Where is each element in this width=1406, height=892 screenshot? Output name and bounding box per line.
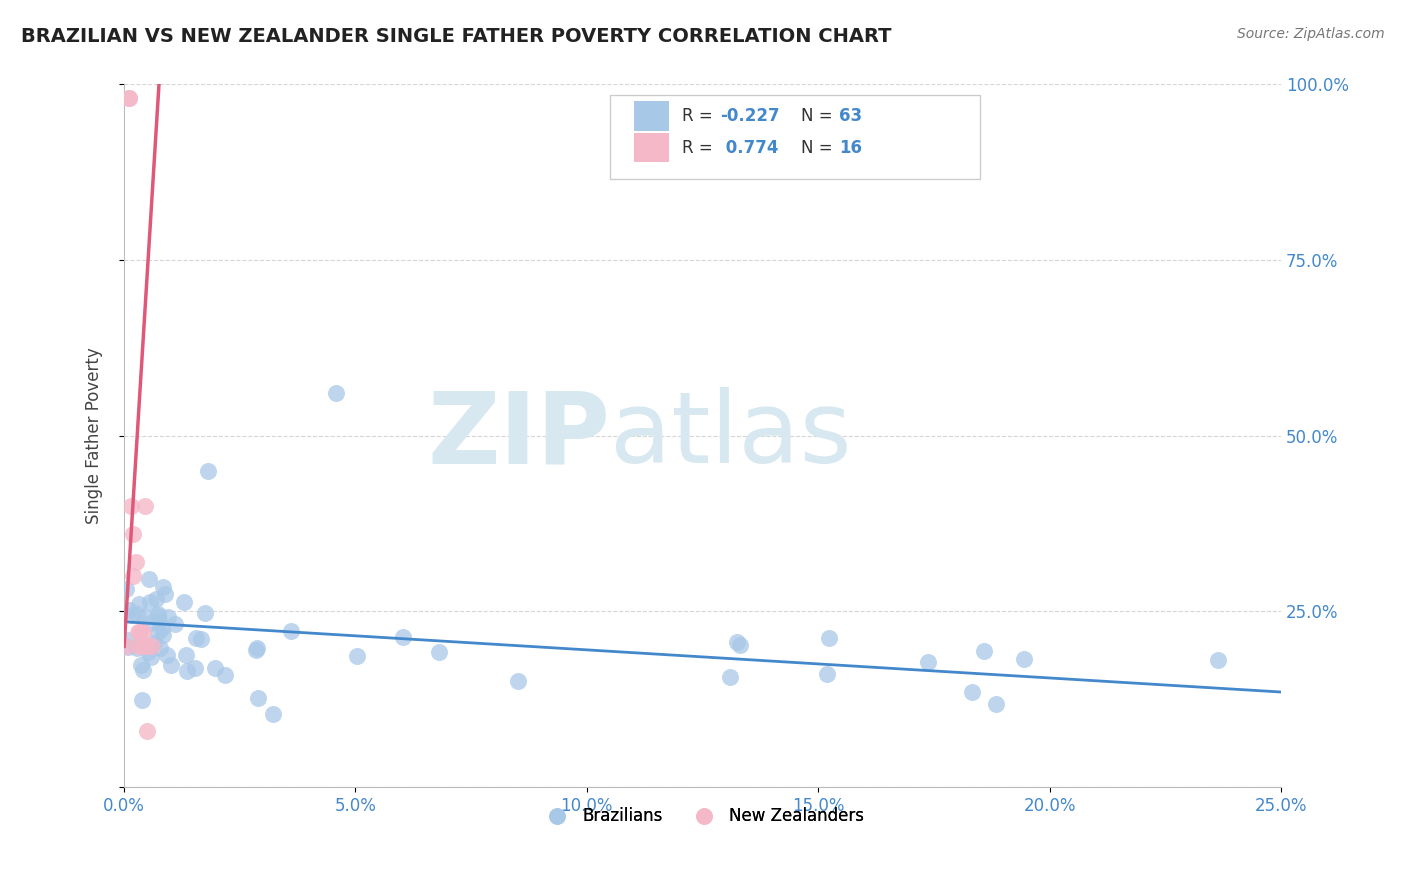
Point [184, 631, 207, 645]
Point [131, 693, 153, 707]
Text: atlas: atlas [610, 387, 852, 484]
Point [197, 464, 219, 478]
Point [132, 663, 155, 677]
Point [136, 645, 159, 659]
Point [138, 573, 160, 587]
Point [183, 661, 205, 675]
Point [150, 621, 173, 635]
Point [160, 658, 183, 673]
Point [157, 610, 180, 624]
Point [142, 636, 165, 650]
Point [817, 631, 839, 645]
Point [134, 499, 156, 513]
Point [149, 640, 172, 655]
Text: 63: 63 [839, 107, 862, 125]
Text: N =: N = [801, 138, 838, 157]
Point [120, 499, 142, 513]
Point [131, 657, 153, 672]
Point [204, 661, 226, 675]
Y-axis label: Single Father Poverty: Single Father Poverty [86, 347, 103, 524]
Text: 0.774: 0.774 [720, 138, 779, 157]
Point [146, 624, 169, 639]
Point [118, 91, 141, 105]
Point [246, 691, 269, 706]
Point [139, 615, 162, 630]
Point [246, 640, 269, 655]
Point [392, 630, 415, 644]
Point [134, 610, 156, 624]
Text: N =: N = [801, 107, 838, 125]
Point [815, 666, 838, 681]
Point [125, 641, 148, 656]
Point [118, 91, 141, 105]
Point [960, 685, 983, 699]
Point [152, 628, 174, 642]
Point [122, 569, 145, 583]
Point [117, 603, 139, 617]
Point [127, 625, 149, 640]
Point [508, 674, 530, 689]
Point [725, 635, 748, 649]
Text: ZIP: ZIP [427, 387, 610, 484]
Text: 16: 16 [839, 138, 862, 157]
Text: BRAZILIAN VS NEW ZEALANDER SINGLE FATHER POVERTY CORRELATION CHART: BRAZILIAN VS NEW ZEALANDER SINGLE FATHER… [21, 27, 891, 45]
Point [129, 625, 152, 640]
Point [122, 527, 145, 541]
Point [117, 632, 139, 647]
Point [139, 595, 162, 609]
Point [121, 607, 143, 622]
Point [139, 650, 162, 665]
FancyBboxPatch shape [610, 95, 980, 179]
Text: -0.227: -0.227 [720, 107, 779, 125]
FancyBboxPatch shape [634, 133, 669, 162]
Point [325, 386, 347, 401]
Point [125, 555, 148, 569]
Point [136, 723, 159, 738]
Point [145, 592, 167, 607]
Point [127, 607, 149, 621]
Point [245, 643, 267, 657]
Point [131, 625, 153, 640]
Legend: Brazilians, New Zealanders: Brazilians, New Zealanders [534, 800, 872, 831]
Point [427, 645, 450, 659]
Point [115, 582, 138, 597]
Point [280, 624, 302, 639]
Point [128, 597, 150, 611]
Point [141, 640, 163, 654]
Point [194, 606, 217, 620]
Point [917, 655, 939, 669]
Point [152, 580, 174, 594]
Point [115, 640, 138, 654]
Text: R =: R = [682, 107, 717, 125]
Point [117, 640, 139, 654]
Point [346, 648, 368, 663]
FancyBboxPatch shape [634, 102, 669, 131]
Point [131, 640, 153, 654]
Point [262, 706, 284, 721]
Point [165, 617, 187, 632]
Point [190, 632, 212, 646]
Point [148, 614, 170, 628]
Point [146, 609, 169, 624]
Point [155, 586, 177, 600]
Point [136, 640, 159, 654]
Point [148, 607, 170, 621]
Point [156, 648, 179, 663]
Point [1012, 651, 1035, 665]
Point [730, 638, 752, 652]
Point [718, 670, 741, 684]
Point [214, 668, 236, 682]
Text: Source: ZipAtlas.com: Source: ZipAtlas.com [1237, 27, 1385, 41]
Point [127, 640, 149, 654]
Text: R =: R = [682, 138, 717, 157]
Point [984, 697, 1007, 711]
Point [176, 664, 198, 678]
Point [174, 648, 197, 663]
Point [1206, 653, 1229, 667]
Point [173, 595, 195, 609]
Point [973, 644, 995, 658]
